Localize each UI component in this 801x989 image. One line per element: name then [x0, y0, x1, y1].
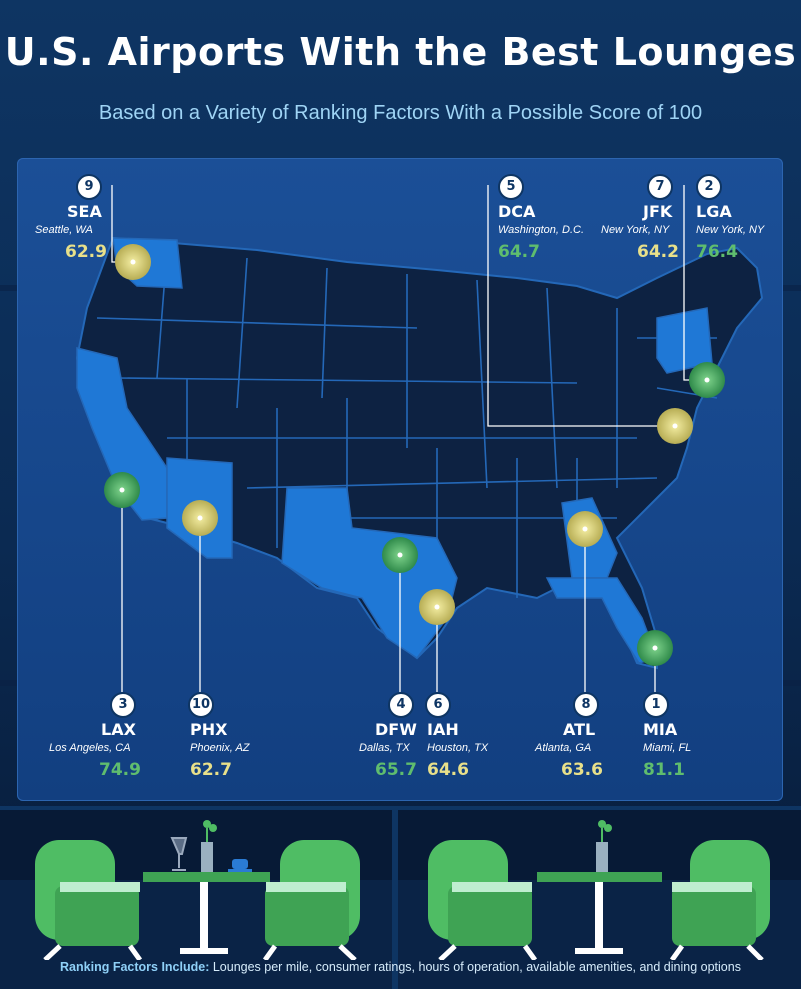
- code-iah: IAH: [427, 720, 459, 739]
- state-california: [76, 347, 168, 521]
- city-mia: Miami, FL: [643, 742, 692, 754]
- city-lga: New York, NY: [696, 224, 765, 236]
- code-mia: MIA: [643, 720, 678, 739]
- us-map: [75, 185, 764, 692]
- rank-badge-sea: 9: [76, 174, 102, 200]
- score-iah: 64.6: [427, 760, 469, 780]
- airport-markers: [104, 244, 725, 666]
- code-lax: LAX: [101, 720, 136, 739]
- score-dfw: 65.7: [375, 760, 417, 780]
- table-icon: [143, 872, 270, 954]
- plant-vase-icon: [596, 820, 612, 872]
- code-sea: SEA: [67, 202, 102, 221]
- city-phx: Phoenix, AZ: [190, 742, 250, 754]
- city-dca: Washington, D.C.: [498, 224, 585, 236]
- page-subtitle: Based on a Variety of Ranking Factors Wi…: [98, 102, 703, 124]
- ranking-factors-footer: Ranking Factors Include: Lounges per mil…: [0, 960, 801, 974]
- code-lga: LGA: [696, 202, 732, 221]
- state-florida: [545, 577, 658, 664]
- plant-vase-icon: [201, 820, 217, 872]
- city-iah: Houston, TX: [427, 742, 489, 754]
- rank-badge-dfw: 4: [388, 692, 414, 718]
- code-jfk: JFK: [643, 202, 673, 221]
- rank-badge-mia: 1: [643, 692, 669, 718]
- code-dfw: DFW: [375, 720, 417, 739]
- code-atl: ATL: [563, 720, 596, 739]
- score-lga: 76.4: [696, 242, 738, 262]
- score-atl: 63.6: [561, 760, 603, 780]
- coffee-cup-icon: [228, 859, 252, 872]
- city-jfk: New York, NY: [601, 224, 670, 236]
- city-atl: Atlanta, GA: [535, 742, 592, 754]
- wine-glass-icon: [170, 837, 188, 871]
- city-lax: Los Angeles, CA: [49, 742, 131, 754]
- ranking-factors-label: Ranking Factors Include:: [60, 960, 210, 974]
- lounge-chair-icon: [428, 840, 538, 960]
- rank-badge-phx: 10: [188, 692, 214, 718]
- rank-badge-lax: 3: [110, 692, 136, 718]
- city-dfw: Dallas, TX: [359, 742, 410, 754]
- score-sea: 62.9: [65, 242, 107, 262]
- ranking-factors-text: Lounges per mile, consumer ratings, hour…: [209, 960, 741, 974]
- code-phx: PHX: [190, 720, 228, 739]
- rank-badge-dca: 5: [498, 174, 524, 200]
- map-panel: 9 SEA Seattle, WA 62.9 5 DCA Washington,…: [17, 158, 783, 801]
- code-dca: DCA: [498, 202, 536, 221]
- city-sea: Seattle, WA: [35, 224, 93, 236]
- score-phx: 62.7: [190, 760, 232, 780]
- page-title: U.S. Airports With the Best Lounges: [4, 30, 797, 74]
- lounge-illustration: [35, 820, 770, 960]
- state-texas: [281, 487, 458, 660]
- lounge-chair-icon: [35, 840, 143, 960]
- rank-badge-jfk: 7: [647, 174, 673, 200]
- lounge-chair-icon: [262, 840, 360, 960]
- score-jfk: 64.2: [637, 242, 679, 262]
- score-dca: 64.7: [498, 242, 540, 262]
- score-lax: 74.9: [99, 760, 141, 780]
- rank-badge-atl: 8: [573, 692, 599, 718]
- rank-badge-lga: 2: [696, 174, 722, 200]
- score-mia: 81.1: [643, 760, 685, 780]
- lounge-chair-icon: [669, 840, 770, 960]
- table-icon: [537, 872, 662, 954]
- rank-badge-iah: 6: [425, 692, 451, 718]
